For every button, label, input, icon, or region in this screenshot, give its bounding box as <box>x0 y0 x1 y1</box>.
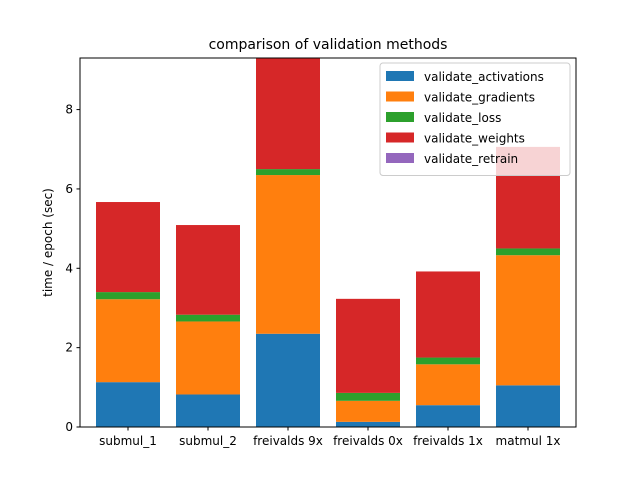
bar-segment-validate-weights-2 <box>256 58 320 170</box>
bar-segment-validate-weights-3 <box>336 298 400 393</box>
y-axis-label: time / epoch (sec) <box>41 188 55 297</box>
bar-segment-validate-loss-4 <box>416 357 480 365</box>
legend-swatch-validate-loss <box>386 112 414 122</box>
bar-segment-validate-activations-1 <box>176 394 240 427</box>
legend: validate_activations validate_gradientsva… <box>379 62 571 176</box>
bar-segment-validate-weights-0 <box>96 202 160 293</box>
bars-layer <box>96 58 560 427</box>
bar-segment-validate-activations-5 <box>496 385 560 427</box>
x-tick-label: freivalds 9x <box>253 434 323 448</box>
bar-segment-validate-loss-3 <box>336 392 400 401</box>
y-tick-label: 8 <box>65 103 73 117</box>
x-axis: submul_1 submul_2 freivalds 9x freivalds 0x… <box>99 427 560 448</box>
legend-label-validate-gradients: validate_gradients <box>424 91 535 105</box>
bar-segment-validate-weights-4 <box>416 271 480 358</box>
x-tick-label: freivalds 0x <box>333 434 403 448</box>
bar-segment-validate-gradients-3 <box>336 400 400 422</box>
y-tick-label: 0 <box>65 420 73 434</box>
legend-swatch-validate-activations <box>386 71 414 81</box>
bar-segment-validate-loss-0 <box>96 292 160 300</box>
legend-swatch-validate-retrain <box>386 153 414 163</box>
y-tick-label: 2 <box>65 341 73 355</box>
legend-swatch-validate-weights <box>386 132 414 143</box>
legend-label-validate-loss: validate_loss <box>424 111 501 125</box>
legend-label-validate-activations: validate_activations <box>424 70 544 84</box>
bar-segment-validate-activations-4 <box>416 405 480 427</box>
x-tick-label: matmul 1x <box>496 434 561 448</box>
bar-segment-validate-gradients-1 <box>176 321 240 395</box>
x-tick-label: submul_2 <box>179 434 237 448</box>
bar-segment-validate-gradients-5 <box>496 255 560 386</box>
bar-segment-validate-weights-1 <box>176 225 240 315</box>
bar-segment-validate-activations-3 <box>336 421 400 427</box>
bar-segment-validate-loss-2 <box>256 169 320 176</box>
bar-segment-validate-gradients-0 <box>96 299 160 383</box>
bar-segment-validate-activations-2 <box>256 333 320 427</box>
bar-segment-validate-gradients-4 <box>416 364 480 406</box>
plot-frame <box>79 57 577 428</box>
bar-segment-validate-gradients-2 <box>256 175 320 334</box>
bar-segment-validate-loss-5 <box>496 248 560 256</box>
y-tick-label: 4 <box>65 261 73 275</box>
x-tick-label: submul_1 <box>99 434 157 448</box>
legend-swatch-validate-gradients <box>386 91 414 102</box>
legend-box <box>379 62 571 176</box>
legend-label-validate-weights: validate_weights <box>424 132 525 146</box>
bar-segment-validate-loss-1 <box>176 314 240 322</box>
legend-label-validate-retrain: validate_retrain <box>424 152 518 166</box>
y-axis: 0 2 4 6 8 <box>65 103 80 434</box>
bar-segment-validate-activations-0 <box>96 382 160 427</box>
x-tick-label: freivalds 1x <box>413 434 483 448</box>
y-tick-label: 6 <box>65 182 73 196</box>
chart-title: comparison of validation methods <box>209 37 448 53</box>
